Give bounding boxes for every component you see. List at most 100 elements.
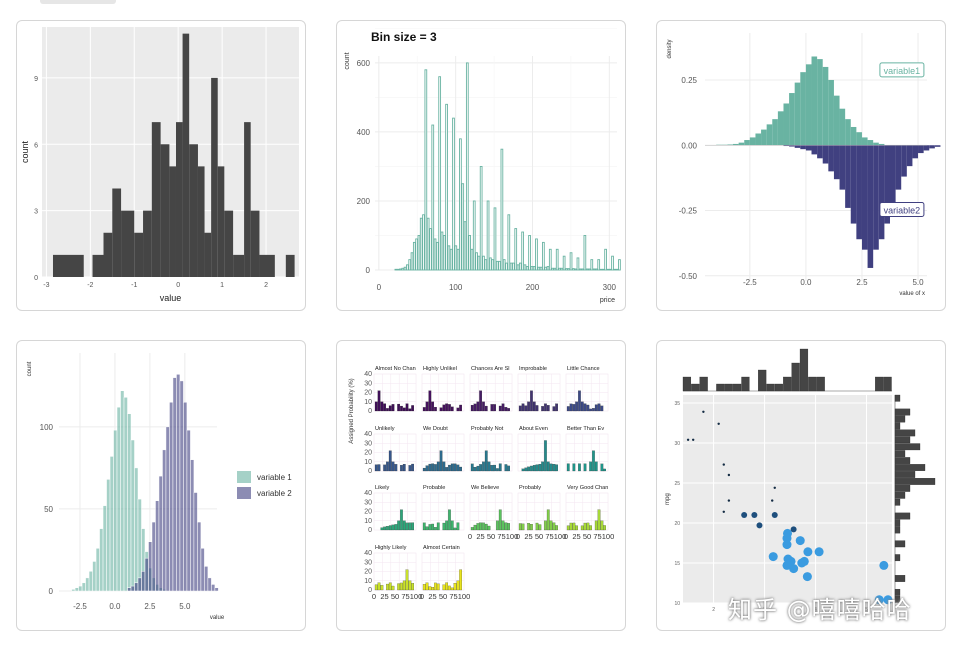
- facet-bar: [445, 582, 449, 591]
- right-marginal-bar: [894, 443, 921, 451]
- x-tick-label: 300: [603, 283, 617, 292]
- facet-bar: [549, 520, 553, 531]
- legend-label: variable 1: [257, 473, 292, 482]
- y-tick-label: 0: [368, 587, 372, 594]
- x-tick-label: 50: [535, 532, 543, 541]
- right-marginal-bar: [894, 457, 911, 464]
- histogram-bar: [429, 228, 432, 271]
- mirrored-histogram-chart: 0.25 0.00 -0.25 -0.50 -2.5 0.0 2.5 5.0 value of …: [667, 33, 941, 297]
- facet-bar: [405, 569, 409, 591]
- series-1-bar: [106, 479, 111, 592]
- series-2-bar: [193, 492, 198, 592]
- series-1-bar: [109, 456, 114, 592]
- facet-bar: [544, 440, 547, 472]
- scatter-point: [722, 510, 725, 513]
- scatter-point: [702, 410, 705, 413]
- top-marginal-bar: [774, 383, 783, 392]
- histogram-bar: [463, 221, 467, 271]
- top-marginal-bar: [766, 383, 775, 392]
- chart-card-mirrored-histogram[interactable]: 0.25 0.00 -0.25 -0.50 -2.5 0.0 2.5 5.0 value of …: [656, 20, 946, 311]
- facet-bar: [476, 401, 480, 412]
- y-tick-label: 10: [364, 399, 372, 406]
- facet-bar: [445, 520, 449, 531]
- x-tick-label: 200: [526, 283, 540, 292]
- histogram-bar: [613, 268, 617, 271]
- histogram-bar: [484, 259, 488, 271]
- facet-bar: [434, 582, 437, 591]
- facet-bar: [436, 583, 440, 591]
- top-tab-indicator: [40, 0, 116, 4]
- x-tick-label: 0: [516, 532, 520, 541]
- chart-card-faceted-histogram[interactable]: Assigned Probability (%) Almost No Chan 0 1…: [336, 340, 626, 631]
- facet-bar: [597, 509, 601, 531]
- facet-bar: [470, 404, 474, 412]
- histogram-bar: [578, 268, 582, 271]
- chart-card-marginal-scatter[interactable]: 10 15 20 25 30 35 2 3 4 5 mpg: [656, 340, 946, 631]
- facet-bar: [397, 403, 401, 412]
- facet-bar: [535, 464, 539, 472]
- histogram-bar: [447, 245, 451, 271]
- series-2-bar: [214, 587, 219, 592]
- series-1-bar: [120, 390, 125, 592]
- facet-bar: [498, 509, 502, 531]
- y-tick-label: 20: [674, 521, 680, 527]
- histogram-bar: [465, 62, 469, 271]
- facet-bar: [448, 585, 451, 591]
- y-tick-label: 400: [357, 128, 371, 137]
- right-marginal-bar: [894, 512, 911, 520]
- facet-bar: [572, 522, 576, 531]
- histogram-bar: [608, 268, 612, 271]
- histogram-bar: [475, 252, 478, 271]
- facet-bar: [388, 405, 392, 412]
- x-tick-label: 2.5: [856, 278, 868, 287]
- top-marginal-bar: [783, 376, 792, 392]
- legend-swatch: [237, 487, 251, 499]
- facet-bar: [439, 450, 443, 472]
- facet-label: Highly Likely: [375, 545, 407, 551]
- histogram-bar: [419, 217, 423, 271]
- facet-bar: [450, 520, 454, 531]
- x-tick-label: 50: [487, 532, 495, 541]
- x-tick-label: 0: [372, 592, 376, 601]
- histogram-bar: [211, 77, 218, 278]
- histogram-bar: [396, 268, 400, 271]
- variable1-bar: [828, 79, 834, 146]
- chart-card-overlapping-histogram[interactable]: 0 50 100 -2.5 0.0 2.5 5.0 value count variable 1 v…: [16, 340, 306, 631]
- facet-bar: [400, 405, 403, 412]
- basic-histogram-chart: 0 3 6 9 -3 -2 -1 0 1 2 value count: [20, 27, 299, 303]
- histogram-bar: [518, 262, 522, 271]
- series-2-bar: [179, 380, 184, 592]
- variable1-bar: [727, 144, 734, 146]
- facet-bar: [541, 461, 544, 472]
- histogram-bar: [412, 241, 416, 271]
- series-1-bar: [95, 548, 100, 592]
- x-tick-label: 75: [497, 532, 505, 541]
- variable1-bar: [873, 142, 879, 146]
- facet-bar: [445, 403, 449, 412]
- facet-bar: [504, 407, 508, 412]
- facet-bar: [380, 585, 384, 591]
- histogram-bar: [551, 267, 554, 271]
- y-tick-label: 0: [34, 275, 38, 282]
- right-marginal-bar: [894, 422, 901, 430]
- x-tick-label: 0: [176, 282, 180, 289]
- variable1-label-box: [879, 62, 925, 78]
- facet-bar: [473, 524, 477, 531]
- series-2-bar: [190, 459, 195, 592]
- histogram-bar: [440, 231, 444, 271]
- y-tick-label: 3: [34, 209, 38, 216]
- chart-card-basic-histogram[interactable]: 0 3 6 9 -3 -2 -1 0 1 2 value count: [16, 20, 306, 311]
- facet-bar: [580, 525, 584, 531]
- facet-label: Likely: [375, 485, 390, 491]
- series-2-bar: [172, 377, 177, 592]
- y-tick-label: 10: [364, 459, 372, 466]
- facet-bar: [411, 583, 415, 591]
- histogram-bar: [445, 103, 448, 271]
- variable2-bar: [861, 145, 868, 250]
- facet-bar: [459, 569, 463, 591]
- facet-bar: [555, 525, 558, 531]
- chart-card-bin-size[interactable]: Bin size = 3 0 200 400 600 0 100 200 300 price cou…: [336, 20, 626, 311]
- histogram-bar: [103, 232, 113, 277]
- variable1-bar: [744, 140, 750, 146]
- facet-label: We Believe: [471, 485, 499, 491]
